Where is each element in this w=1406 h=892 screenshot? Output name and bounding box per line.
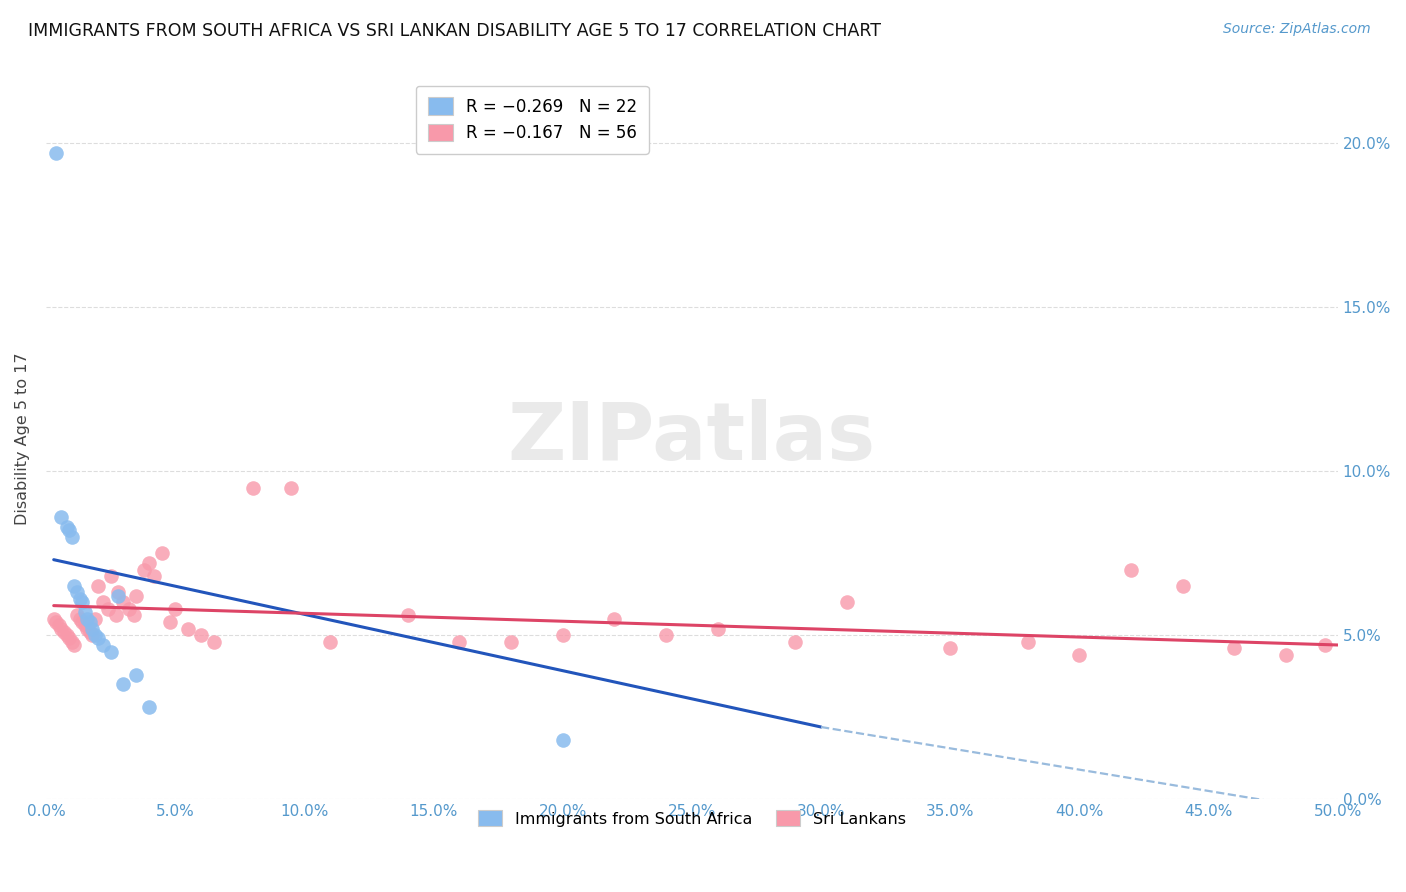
Y-axis label: Disability Age 5 to 17: Disability Age 5 to 17	[15, 352, 30, 524]
Point	[143, 569, 166, 583]
Point	[112, 595, 135, 609]
Point	[125, 667, 148, 681]
Point	[100, 569, 122, 583]
Point	[100, 644, 122, 658]
Point	[1223, 641, 1246, 656]
Point	[53, 624, 76, 639]
Point	[177, 622, 200, 636]
Point	[138, 700, 160, 714]
Text: ZIPatlas: ZIPatlas	[508, 400, 876, 477]
Point	[319, 634, 342, 648]
Point	[58, 523, 80, 537]
Point	[70, 615, 93, 629]
Point	[785, 634, 807, 648]
Point	[1313, 638, 1336, 652]
Point	[55, 520, 77, 534]
Point	[76, 612, 98, 626]
Point	[603, 612, 626, 626]
Point	[835, 595, 858, 609]
Legend: Immigrants from South Africa, Sri Lankans: Immigrants from South Africa, Sri Lankan…	[470, 802, 914, 835]
Point	[48, 618, 70, 632]
Point	[79, 615, 101, 629]
Point	[138, 556, 160, 570]
Point	[706, 622, 728, 636]
Point	[104, 608, 127, 623]
Point	[1275, 648, 1298, 662]
Text: Source: ZipAtlas.com: Source: ZipAtlas.com	[1223, 22, 1371, 37]
Point	[91, 638, 114, 652]
Point	[449, 634, 471, 648]
Point	[1069, 648, 1091, 662]
Point	[45, 145, 67, 160]
Point	[655, 628, 678, 642]
Point	[51, 622, 73, 636]
Point	[42, 612, 65, 626]
Point	[66, 585, 89, 599]
Point	[63, 579, 86, 593]
Point	[107, 585, 129, 599]
Point	[76, 622, 98, 636]
Point	[159, 615, 181, 629]
Point	[551, 733, 574, 747]
Point	[60, 634, 83, 648]
Point	[86, 632, 108, 646]
Point	[86, 579, 108, 593]
Text: IMMIGRANTS FROM SOUTH AFRICA VS SRI LANKAN DISABILITY AGE 5 TO 17 CORRELATION CH: IMMIGRANTS FROM SOUTH AFRICA VS SRI LANK…	[28, 22, 882, 40]
Point	[69, 592, 91, 607]
Point	[150, 546, 173, 560]
Point	[82, 622, 104, 636]
Point	[73, 605, 96, 619]
Point	[84, 628, 107, 642]
Point	[70, 595, 93, 609]
Point	[280, 481, 302, 495]
Point	[122, 608, 145, 623]
Point	[202, 634, 225, 648]
Point	[107, 589, 129, 603]
Point	[55, 628, 77, 642]
Point	[73, 618, 96, 632]
Point	[91, 595, 114, 609]
Point	[125, 589, 148, 603]
Point	[1119, 562, 1142, 576]
Point	[51, 510, 73, 524]
Point	[97, 602, 120, 616]
Point	[69, 612, 91, 626]
Point	[58, 632, 80, 646]
Point	[66, 608, 89, 623]
Point	[45, 615, 67, 629]
Point	[84, 612, 107, 626]
Point	[1017, 634, 1039, 648]
Point	[242, 481, 264, 495]
Point	[112, 677, 135, 691]
Point	[190, 628, 212, 642]
Point	[939, 641, 962, 656]
Point	[396, 608, 419, 623]
Point	[134, 562, 156, 576]
Point	[82, 628, 104, 642]
Point	[117, 602, 139, 616]
Point	[60, 530, 83, 544]
Point	[79, 624, 101, 639]
Point	[551, 628, 574, 642]
Point	[63, 638, 86, 652]
Point	[165, 602, 187, 616]
Point	[1171, 579, 1194, 593]
Point	[499, 634, 522, 648]
